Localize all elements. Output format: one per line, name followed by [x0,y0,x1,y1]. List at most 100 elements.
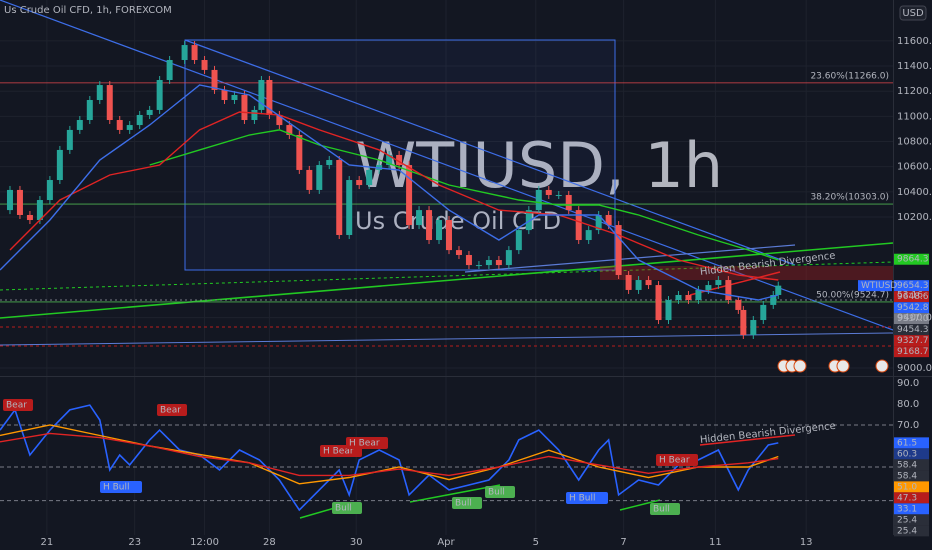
candle [436,220,443,241]
candle [635,280,642,290]
y-tick-label: 11000.0 [897,111,932,122]
x-tick-label: 11 [709,537,722,548]
candle [106,85,113,121]
y-tick-label: 9400.0 [897,313,932,324]
candle [136,114,143,126]
price-label-box [894,291,929,303]
candle [675,294,682,301]
candle [231,94,238,101]
series-line [9,111,779,281]
value-label-box [894,481,929,493]
series-line [0,404,779,512]
signal-label: Bull [653,505,670,515]
value-label-box [894,503,929,515]
candle [575,210,582,241]
trend-line [0,261,894,291]
signal-tag [566,492,608,504]
candle [685,294,692,301]
event-icon [836,359,850,373]
value-label-box [894,525,929,537]
candle [695,289,702,301]
candle [605,214,612,226]
candle [760,304,767,321]
fib-label: 50.00%(9524.7) [816,290,889,300]
candle [585,230,592,241]
candle [366,169,373,186]
signal-label: Bull [455,499,472,509]
y-tick-label: 80.0 [897,399,919,410]
candle [326,160,333,166]
y-tick-label: 90.0 [897,378,919,389]
candle [126,125,133,130]
candle [455,250,462,255]
price-label: 9654.3 [897,281,929,291]
event-icons [777,359,889,373]
value-label-box [894,459,929,471]
signal-label: Bull [335,504,352,514]
candle [655,285,662,321]
currency-badge [899,5,927,21]
signal-tag [485,486,515,498]
candle [346,180,353,235]
price-label: 9542.8 [897,303,929,313]
candle [56,149,63,181]
value-label: 25.4 [897,526,917,536]
candle [66,129,73,150]
candle [545,189,552,195]
x-tick-label: 23 [128,537,141,548]
price-label-box [894,335,929,347]
signal-tag [650,503,680,515]
candle [485,260,492,266]
signal-label: Bear [160,406,181,416]
candle [615,225,622,275]
trend-line [0,332,894,346]
candle [201,60,208,70]
candle [86,100,93,121]
candle [306,169,313,190]
candle [116,120,123,130]
candle [266,80,273,115]
price-label: 9537.0 [897,314,929,324]
value-label: 58.4 [897,471,917,481]
candle [36,200,43,221]
value-label-box [894,448,929,460]
candle [181,45,188,61]
value-label: 33.1 [897,504,917,514]
candle [715,280,722,286]
candle [665,300,672,321]
y-tick-label: 10800.0 [897,137,932,148]
candle [445,220,452,251]
candle [555,194,562,196]
candle [565,194,572,211]
divergence-line [699,434,796,446]
candle [251,109,258,121]
symbol-box [858,280,892,292]
candle [46,180,53,201]
signal-label: H Bear [659,456,690,466]
candle [705,285,712,290]
candle [495,260,502,266]
candle [286,125,293,135]
candle [16,189,23,215]
x-tick-label: 21 [41,537,54,548]
signal-tag [100,481,142,493]
price-label: 9648.6 [897,292,929,302]
price-label: 9168.7 [897,347,929,357]
value-label-box [894,492,929,504]
value-label: 60.3 [897,449,917,459]
trend-line [464,244,796,273]
candle [156,80,163,110]
event-icon [793,359,807,373]
divergence-line [409,484,501,503]
y-tick-label: 10200.0 [897,212,932,223]
candle [625,274,632,290]
candle [166,60,173,81]
candle [725,280,732,301]
x-tick-label: 12:00 [190,537,219,548]
trend-line [0,242,894,319]
x-tick-label: 5 [533,537,539,548]
candle [465,254,472,266]
value-label: 58.4 [897,460,917,470]
resistance-zone [600,266,893,280]
